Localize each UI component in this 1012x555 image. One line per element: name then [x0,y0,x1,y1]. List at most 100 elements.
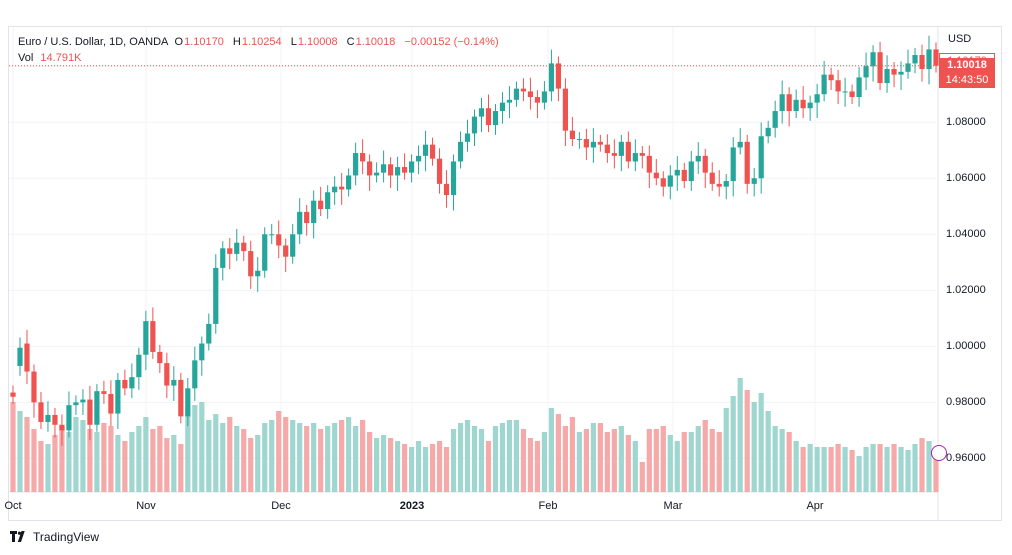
volume-bar [793,441,799,492]
x-tick-label: Nov [136,500,156,512]
candle-body [555,63,562,89]
volume-bar [178,444,184,492]
candle-body [436,158,443,184]
candle-body [276,234,282,246]
candle-body [891,69,897,75]
volume-bar [380,435,387,492]
volume-value: 14.791K [40,52,82,64]
candle-body [108,393,114,414]
candle-body [499,102,506,112]
candle-body [136,354,142,378]
candle-body [758,136,764,179]
currency-label[interactable]: USD [948,33,972,45]
candle-body [856,77,862,98]
candle-body [583,139,589,148]
candle-body [59,424,65,431]
volume-bar [821,447,827,492]
candle-body [709,172,715,184]
volume-bar [702,420,708,492]
volume-bar [304,426,310,492]
candle-body [604,144,610,154]
volume-bar [828,447,834,492]
candle-body [31,371,37,403]
volume-bar [24,417,30,492]
x-tick-label: Feb [538,500,558,512]
volume-bar [66,432,72,492]
volume-bar [164,438,170,492]
candle-body [332,186,338,193]
candle-body [884,69,890,84]
candle-body [786,94,792,112]
volume-bar [17,411,23,492]
volume-bar [59,426,65,492]
candle-body [450,161,457,196]
volume-bar [569,417,575,492]
volume-bar [548,408,555,492]
volume-bar [464,420,471,492]
candle-body [80,399,86,403]
candle-body [793,99,799,112]
volume-bar [241,429,247,492]
symbol-title[interactable]: Euro / U.S. Dollar, 1D, OANDA [18,36,169,48]
candle-body [171,379,177,386]
volume-bar [912,444,918,492]
scroll-to-realtime-button[interactable] [931,445,947,461]
candle-body [877,52,883,84]
candle-body [227,248,233,254]
tradingview-logo-icon [10,531,25,542]
candle-body [220,248,226,268]
volume-bar [429,444,436,492]
candle-body [325,192,331,210]
candle-body [569,130,575,140]
volume-bar [45,444,51,492]
candle-body [297,211,303,235]
candle-body [590,141,596,148]
candle-body [353,153,359,176]
volume-bar [38,441,44,492]
volume-bar [262,423,268,492]
volume-bar [513,420,520,492]
volume-bar [10,402,16,492]
candle-body [24,343,30,372]
candle-body [772,111,778,128]
candle-body [870,52,876,67]
volume-key: Vol [18,52,34,64]
last-price-tag: 1.10018 14:43:50 [939,57,995,88]
volume-bar [786,432,792,492]
volume-bar [884,447,890,492]
candle-body [597,141,603,145]
volume-bar [87,429,93,492]
volume-bar [898,447,904,492]
footer[interactable]: TradingView [10,530,99,544]
volume-bar [877,444,883,492]
volume-bar [576,432,582,492]
y-tick-label: 0.98000 [946,396,986,409]
volume-bar [394,441,401,492]
x-tick-label: 2023 [399,500,425,512]
candle-body [241,242,247,252]
candle-body [192,360,198,389]
volume-bar [227,417,233,492]
volume-bar [751,402,757,492]
candle-body [115,379,121,414]
candle-body [765,127,771,137]
candle-body [401,167,408,173]
volume-bar [625,435,631,492]
volume-bar [849,450,855,492]
candle-body [695,155,701,162]
candle-body [255,270,261,277]
volume-bar [926,441,932,492]
volume-bar [660,426,666,492]
candle-body [429,144,436,159]
candle-body [457,141,464,162]
ohlc-legend: Euro / U.S. Dollar, 1D, OANDA O1.10170 H… [18,34,505,50]
candle-body [206,323,212,344]
candle-body [513,88,520,100]
candle-body [318,200,324,210]
volume-bar [450,429,457,492]
candle-body [213,267,219,324]
tradingview-brand: TradingView [33,530,100,544]
volume-bar [192,405,198,492]
volume-bar [611,429,617,492]
